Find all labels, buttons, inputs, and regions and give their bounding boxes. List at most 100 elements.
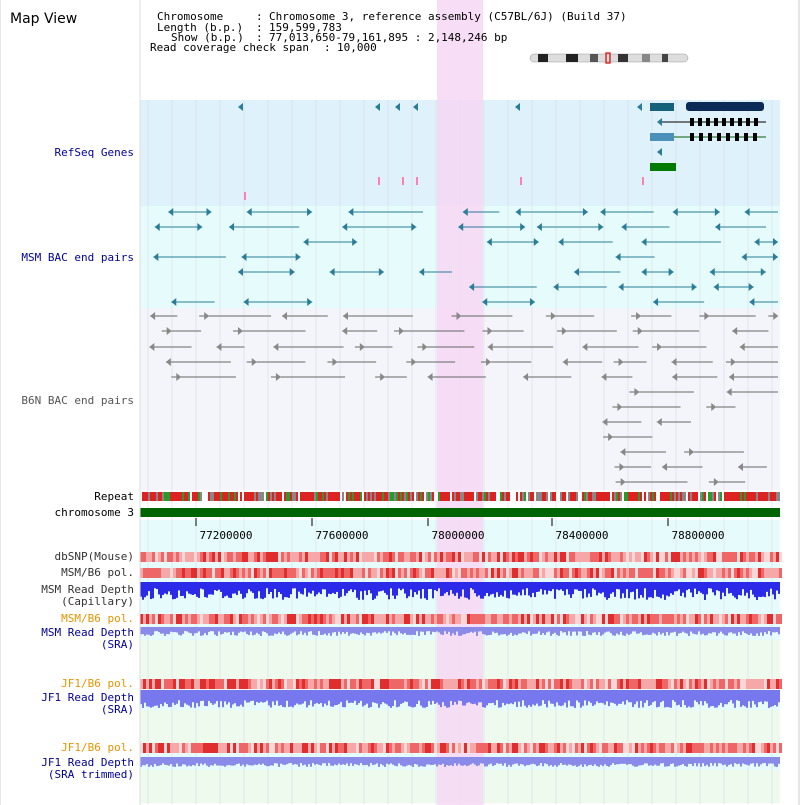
heat-cell	[659, 679, 662, 689]
depth-bar	[772, 627, 774, 633]
label-b6n-bac[interactable]: B6N BAC end pairs	[21, 394, 134, 407]
depth-bar	[356, 582, 358, 598]
heat-cell	[290, 743, 293, 753]
depth-bar	[324, 627, 326, 634]
heat-cell	[641, 743, 644, 753]
depth-bar	[650, 690, 652, 705]
heat-cell	[641, 679, 644, 689]
b6n-bac-pair-features[interactable]	[149, 312, 779, 486]
msm-bac-pair-features[interactable]	[153, 208, 778, 306]
heat-cell	[314, 679, 317, 689]
heat-cell	[725, 614, 728, 624]
heat-cell	[764, 552, 767, 562]
heat-cell	[473, 743, 476, 753]
heat-cell	[605, 568, 608, 578]
depth-bar	[296, 627, 298, 636]
depth-bar	[552, 627, 554, 634]
depth-bar	[552, 582, 554, 590]
heat-cell	[518, 743, 521, 753]
depth-bar	[634, 690, 636, 705]
depth-bar	[194, 690, 196, 708]
label-refseq-genes[interactable]: RefSeq Genes	[55, 146, 134, 159]
heat-cell	[737, 552, 740, 562]
heat-cell	[656, 568, 659, 578]
repeat-segment	[740, 492, 742, 501]
label-msm-bac[interactable]: MSM BAC end pairs	[21, 251, 134, 264]
heat-cell	[566, 552, 569, 562]
depth-bar	[460, 757, 462, 766]
depth-tracks[interactable]	[140, 582, 780, 767]
depth-bar	[366, 627, 368, 633]
depth-bar	[502, 627, 504, 635]
repeat-segment	[156, 492, 158, 501]
heat-tracks[interactable]	[140, 552, 782, 753]
repeat-segment	[390, 492, 392, 501]
depth-bar	[416, 690, 418, 705]
depth-bar	[306, 582, 308, 597]
heat-cell	[398, 614, 401, 624]
depth-bar	[304, 757, 306, 765]
repeat-segment	[422, 492, 424, 501]
heat-cell	[275, 568, 278, 578]
depth-bar	[494, 627, 496, 634]
heat-cell	[776, 568, 779, 578]
bac-end	[237, 268, 243, 276]
chromosome-ideogram[interactable]	[529, 52, 689, 64]
heat-cell	[374, 743, 377, 753]
heat-cell	[452, 568, 455, 578]
heat-cell	[461, 743, 464, 753]
heat-cell	[272, 743, 275, 753]
depth-bar	[248, 582, 250, 590]
depth-bar	[206, 757, 208, 766]
repeat-segment	[306, 492, 308, 501]
heat-cell	[599, 552, 602, 562]
depth-bar	[596, 627, 598, 636]
heat-cell	[458, 679, 461, 689]
depth-bar	[244, 757, 246, 767]
gene-exon	[708, 133, 712, 141]
bac-end	[715, 223, 721, 231]
heat-cell	[737, 679, 740, 689]
depth-bar	[336, 690, 338, 705]
heat-cell	[611, 743, 614, 753]
depth-bar	[350, 627, 352, 634]
heat-cell	[266, 614, 269, 624]
depth-bar	[152, 690, 154, 707]
refseq-gene-features[interactable]	[238, 102, 766, 200]
depth-bar	[370, 582, 372, 594]
heat-cell	[476, 743, 479, 753]
heat-cell	[515, 568, 518, 578]
depth-bar	[308, 627, 310, 632]
depth-bar	[258, 757, 260, 764]
depth-bar	[166, 627, 168, 634]
depth-bar	[334, 582, 336, 595]
depth-bar	[336, 757, 338, 766]
depth-bar	[442, 627, 444, 635]
depth-bar	[526, 757, 528, 766]
depth-bar	[168, 690, 170, 708]
repeat-segment	[464, 492, 466, 501]
depth-bar	[472, 757, 474, 764]
highlight-region[interactable]	[437, 0, 483, 805]
depth-bar	[376, 627, 378, 634]
depth-bar	[670, 690, 672, 708]
depth-bar	[712, 757, 714, 766]
depth-bar	[624, 582, 626, 598]
heat-cell	[479, 743, 482, 753]
depth-bar	[276, 757, 278, 764]
depth-bar	[294, 757, 296, 765]
heat-cell	[305, 679, 308, 689]
chromosome-bar[interactable]	[140, 508, 780, 517]
heat-cell	[326, 568, 329, 578]
repeat-track-bar[interactable]	[140, 492, 780, 501]
repeat-segment	[470, 492, 472, 501]
heat-cell	[398, 552, 401, 562]
heat-cell	[695, 679, 698, 689]
heat-cell	[338, 743, 341, 753]
repeat-segment	[640, 492, 642, 501]
heat-cell	[185, 679, 188, 689]
repeat-segment	[550, 492, 552, 501]
heat-cell	[674, 743, 677, 753]
heat-cell	[149, 614, 152, 624]
